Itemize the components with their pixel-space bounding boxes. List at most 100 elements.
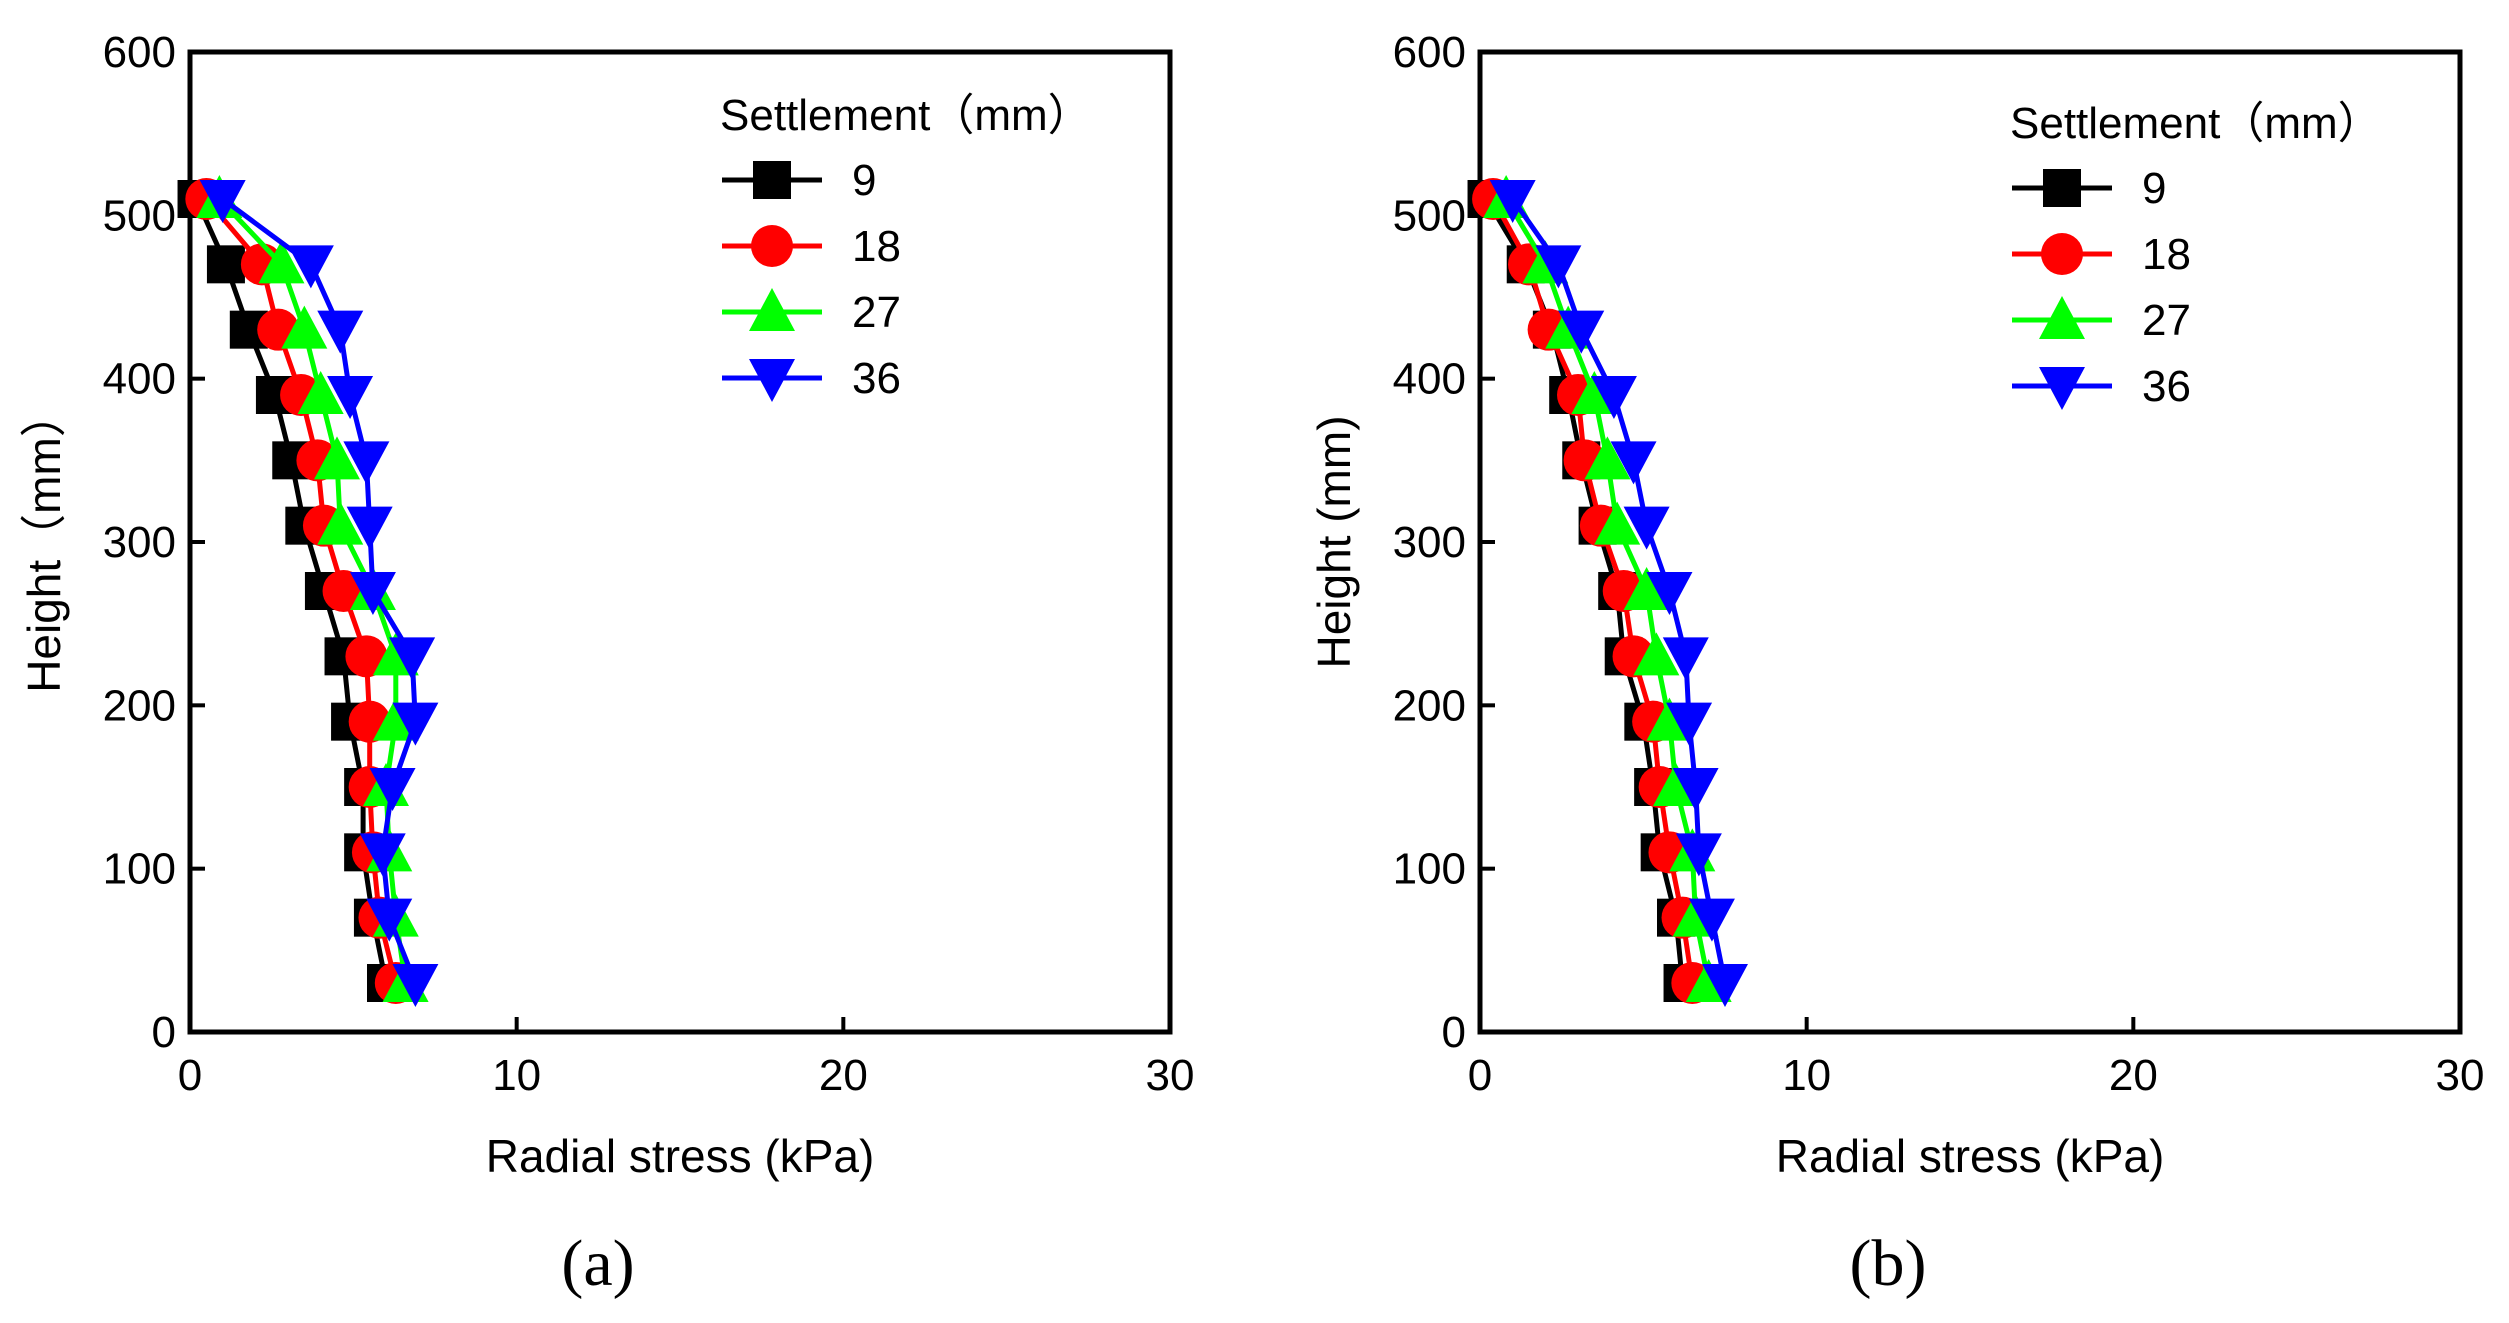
data-point [317, 501, 364, 545]
data-point [1702, 964, 1748, 1007]
legend-item-9: 9 [2012, 164, 2166, 213]
series-layer [1467, 175, 1748, 1007]
y-tick-label: 400 [103, 355, 176, 404]
x-tick-label: 10 [492, 1051, 541, 1100]
legend-item-36: 36 [2012, 362, 2191, 411]
legend-label: 27 [852, 288, 901, 337]
x-axis: 0 10 20 30 [178, 1017, 1195, 1100]
data-point [349, 572, 396, 615]
legend: Settlement（mm） 9 18 27 36 [2010, 99, 2382, 411]
data-point [314, 436, 360, 480]
data-point [322, 570, 365, 612]
x-axis: 0 10 20 30 [1468, 1017, 2485, 1100]
data-point [199, 180, 246, 223]
x-axis-title: Radial stress (kPa) [1776, 1130, 2165, 1182]
legend-marker [749, 359, 795, 402]
data-point [392, 702, 439, 746]
legend-marker [751, 225, 793, 267]
data-point [1633, 632, 1680, 676]
x-tick-label: 30 [2436, 1051, 2485, 1100]
legend-label: 9 [852, 156, 876, 205]
data-point [297, 371, 344, 414]
y-tick-label: 200 [1393, 681, 1466, 730]
data-point [1489, 180, 1536, 223]
legend-title: Settlement（mm） [720, 91, 1092, 140]
legend-item-18: 18 [722, 222, 901, 271]
y-tick-label: 500 [103, 191, 176, 240]
data-point [1558, 310, 1605, 354]
legend-label: 36 [2142, 362, 2191, 411]
data-point [1646, 572, 1693, 615]
data-point [346, 506, 393, 550]
legend: Settlement（mm） 9 18 27 36 [720, 91, 1092, 403]
data-point [1688, 898, 1735, 942]
x-tick-label: 0 [1468, 1051, 1492, 1100]
y-tick-label: 300 [1393, 518, 1466, 567]
x-tick-label: 30 [1146, 1051, 1195, 1100]
data-point [206, 245, 245, 284]
x-tick-label: 20 [2109, 1051, 2158, 1100]
y-tick-label: 200 [103, 681, 176, 730]
data-point [1662, 637, 1709, 681]
series-layer [177, 175, 439, 1007]
x-axis-title: Radial stress (kPa) [486, 1130, 875, 1182]
legend-marker [749, 288, 795, 331]
y-axis-title: Height（mm） [18, 391, 70, 693]
data-point [1623, 506, 1670, 550]
legend-marker [2041, 233, 2083, 275]
panel-label-b: (b) [1850, 1227, 1927, 1300]
legend-title: Settlement（mm） [2010, 99, 2382, 148]
data-point [317, 310, 364, 354]
data-point [1584, 436, 1631, 480]
legend-marker [2043, 169, 2081, 207]
data-point [392, 964, 439, 1007]
data-point [369, 768, 416, 811]
chart-panel-b: 0 100 200 300 400 500 600 0 10 20 30 Radial stres… [1308, 28, 2484, 1300]
series-36 [1489, 180, 1748, 1007]
data-point [343, 441, 390, 485]
y-axis: 0 100 200 300 400 500 600 [103, 28, 205, 1057]
x-tick-label: 20 [819, 1051, 868, 1100]
legend-label: 27 [2142, 296, 2191, 345]
data-point [1675, 833, 1722, 877]
legend-item-27: 27 [2012, 296, 2191, 345]
legend-item-36: 36 [722, 354, 901, 403]
y-tick-label: 500 [1393, 191, 1466, 240]
data-point [1610, 441, 1657, 485]
legend-marker [753, 161, 791, 199]
y-tick-label: 600 [103, 28, 176, 77]
data-point [1594, 501, 1641, 545]
panel-label-a: (a) [561, 1227, 634, 1300]
data-point [1672, 768, 1719, 811]
data-point [1590, 376, 1637, 419]
y-tick-label: 100 [1393, 845, 1466, 894]
data-point [345, 635, 388, 678]
data-point [1623, 567, 1670, 610]
y-tick-label: 400 [1393, 355, 1466, 404]
data-point [366, 898, 413, 942]
data-point [1535, 245, 1582, 289]
chart-panel-a: 0 100 200 300 400 500 600 0 10 20 30 Radial stres… [18, 28, 1194, 1300]
data-point [287, 245, 334, 289]
y-axis: 0 100 200 300 400 500 600 [1393, 28, 1495, 1057]
legend-marker [2039, 296, 2085, 339]
y-tick-label: 600 [1393, 28, 1466, 77]
data-point [389, 637, 436, 681]
y-tick-label: 0 [1442, 1008, 1466, 1057]
legend-label: 9 [2142, 164, 2166, 213]
y-tick-label: 100 [103, 845, 176, 894]
x-tick-label: 10 [1782, 1051, 1831, 1100]
data-point [281, 305, 328, 349]
y-axis-title: Height (mm) [1308, 415, 1360, 668]
legend-label: 18 [2142, 230, 2191, 279]
legend-item-18: 18 [2012, 230, 2191, 279]
legend-marker [2039, 367, 2085, 410]
data-point [327, 376, 374, 419]
data-point [1666, 702, 1713, 746]
legend-label: 36 [852, 354, 901, 403]
series-36 [199, 180, 439, 1007]
legend-label: 18 [852, 222, 901, 271]
y-tick-label: 0 [152, 1008, 176, 1057]
x-tick-label: 0 [178, 1051, 202, 1100]
